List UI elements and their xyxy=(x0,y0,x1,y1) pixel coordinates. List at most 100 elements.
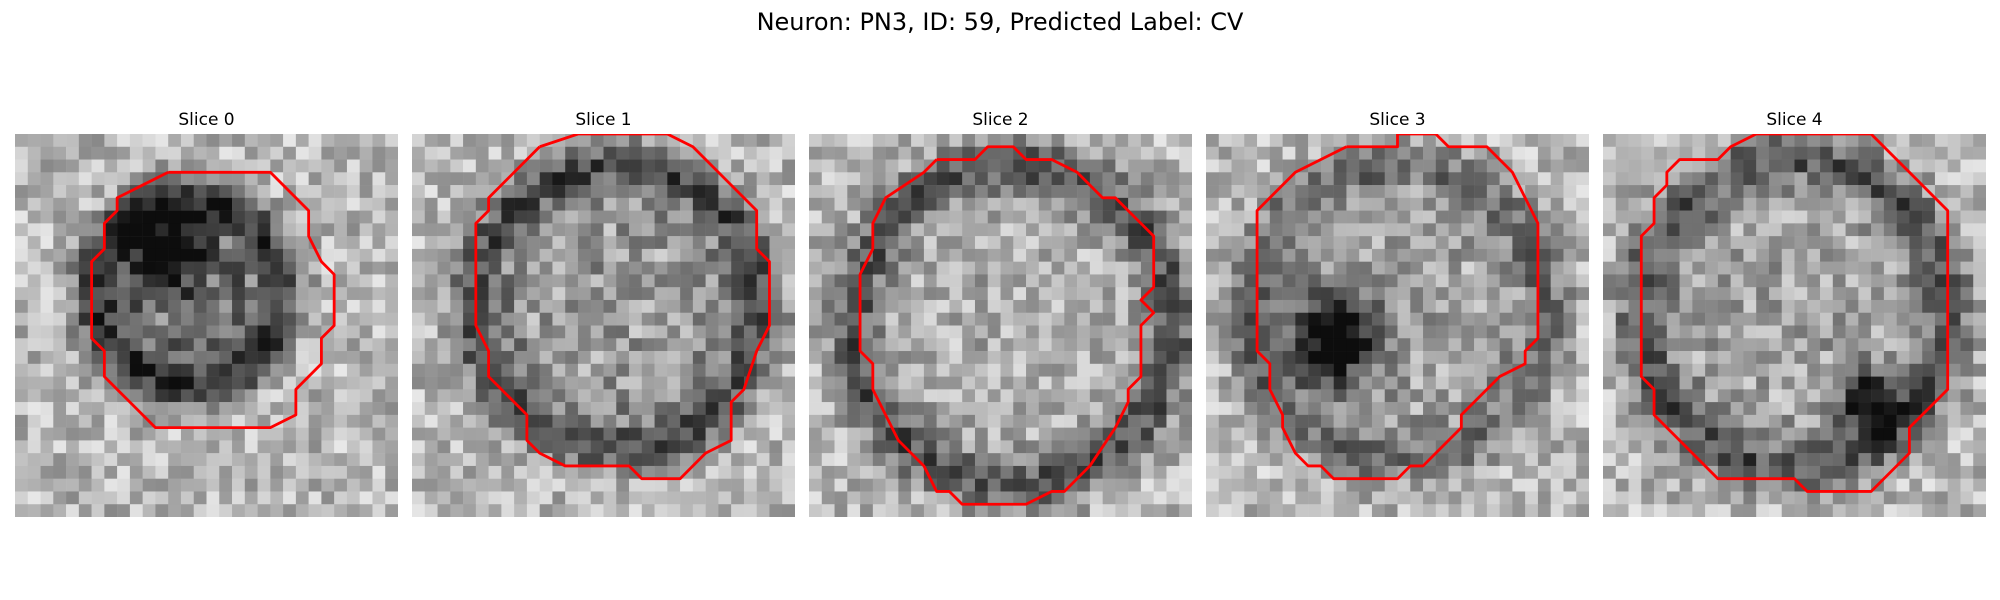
pixel xyxy=(1768,185,1782,199)
pixel xyxy=(1000,210,1014,224)
pixel xyxy=(782,414,795,428)
pixel xyxy=(731,414,745,428)
pixel xyxy=(654,491,668,505)
pixel xyxy=(718,414,732,428)
slice-panel-1: Slice 1 xyxy=(412,108,795,520)
pixel xyxy=(1537,172,1551,186)
pixel xyxy=(860,223,874,237)
pixel xyxy=(577,134,591,148)
pixel xyxy=(1654,465,1668,479)
pixel xyxy=(1947,363,1961,377)
pixel xyxy=(834,146,848,160)
pixel xyxy=(860,504,874,517)
pixel xyxy=(667,504,681,517)
pixel xyxy=(1269,299,1283,313)
pixel xyxy=(1781,134,1795,148)
pixel xyxy=(1550,299,1564,313)
pixel xyxy=(346,299,360,313)
pixel xyxy=(1628,223,1642,237)
pixel xyxy=(1295,363,1309,377)
pixel xyxy=(1474,414,1488,428)
pixel xyxy=(437,504,451,517)
pixel xyxy=(1922,427,1936,441)
pixel xyxy=(206,185,220,199)
pixel xyxy=(809,261,823,275)
pixel xyxy=(91,453,105,467)
pixel xyxy=(27,376,41,390)
pixel xyxy=(1448,185,1462,199)
pixel xyxy=(641,440,655,454)
pixel xyxy=(27,312,41,326)
pixel xyxy=(1013,414,1027,428)
pixel xyxy=(974,325,988,339)
pixel xyxy=(1960,159,1974,173)
pixel xyxy=(1333,210,1347,224)
pixel xyxy=(1448,389,1462,403)
pixel xyxy=(667,236,681,250)
pixel xyxy=(1692,287,1706,301)
pixel xyxy=(1628,185,1642,199)
pixel xyxy=(437,402,451,416)
pixel xyxy=(654,197,668,211)
pixel xyxy=(1781,491,1795,505)
pixel xyxy=(1295,210,1309,224)
pixel xyxy=(641,146,655,160)
pixel xyxy=(1423,427,1437,441)
pixel xyxy=(1000,312,1014,326)
pixel xyxy=(91,363,105,377)
pixel xyxy=(1140,261,1154,275)
pixel xyxy=(1218,453,1232,467)
pixel xyxy=(616,159,630,173)
pixel xyxy=(1384,338,1398,352)
pixel xyxy=(308,261,322,275)
pixel xyxy=(244,402,258,416)
pixel xyxy=(1000,299,1014,313)
pixel xyxy=(1820,440,1834,454)
pixel xyxy=(1820,299,1834,313)
pixel xyxy=(385,248,398,262)
pixel xyxy=(1397,210,1411,224)
pixel xyxy=(66,146,80,160)
pixel xyxy=(756,236,770,250)
pixel xyxy=(809,491,823,505)
pixel xyxy=(1308,185,1322,199)
pixel xyxy=(1486,491,1500,505)
pixel xyxy=(1435,274,1449,288)
pixel xyxy=(769,223,783,237)
pixel xyxy=(1153,159,1167,173)
pixel xyxy=(860,478,874,492)
pixel xyxy=(1102,376,1116,390)
pixel xyxy=(987,414,1001,428)
pixel xyxy=(437,248,451,262)
pixel xyxy=(1474,351,1488,365)
pixel xyxy=(1832,197,1846,211)
pixel xyxy=(1909,197,1923,211)
pixel xyxy=(1909,402,1923,416)
pixel xyxy=(1973,197,1986,211)
pixel xyxy=(1499,274,1513,288)
pixel xyxy=(1666,389,1680,403)
pixel xyxy=(616,146,630,160)
pixel xyxy=(1333,351,1347,365)
pixel xyxy=(756,427,770,441)
pixel xyxy=(514,504,528,517)
pixel xyxy=(1947,210,1961,224)
pixel xyxy=(1000,351,1014,365)
pixel xyxy=(1794,325,1808,339)
pixel xyxy=(1628,363,1642,377)
pixel xyxy=(437,389,451,403)
pixel xyxy=(129,146,143,160)
pixel xyxy=(911,210,925,224)
pixel xyxy=(718,146,732,160)
pixel xyxy=(1115,159,1129,173)
pixel xyxy=(168,402,182,416)
pixel xyxy=(1257,363,1271,377)
pixel xyxy=(412,427,426,441)
pixel xyxy=(91,491,105,505)
pixel xyxy=(1615,223,1629,237)
pixel xyxy=(949,146,963,160)
pixel xyxy=(1371,146,1385,160)
pixel xyxy=(1179,312,1192,326)
pixel xyxy=(514,453,528,467)
pixel xyxy=(1244,389,1258,403)
